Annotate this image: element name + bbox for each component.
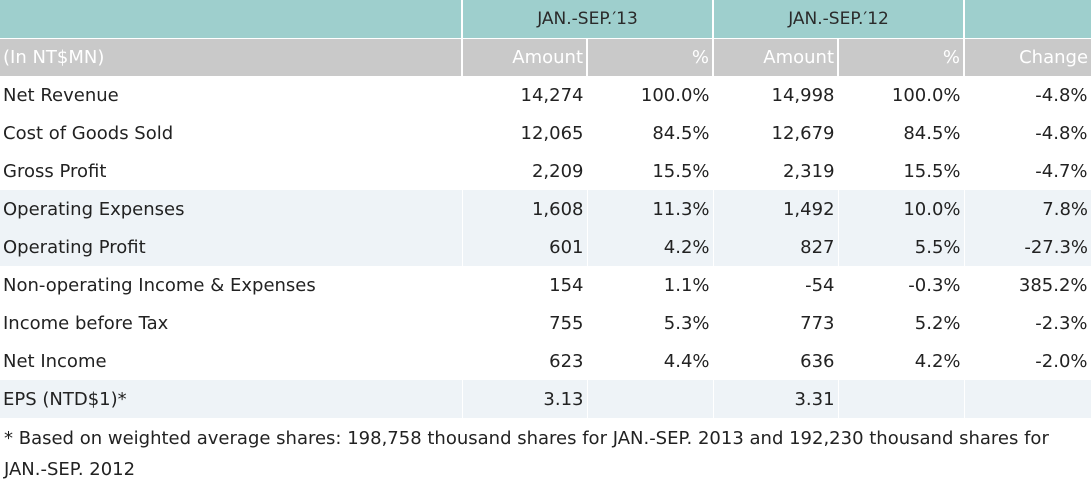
change-cell: -4.8% [964,76,1091,114]
header-blank-cell-change [964,0,1091,39]
row-label: Cost of Goods Sold [0,114,463,152]
pct-2013-cell: 5.3% [587,304,714,342]
pct-2012-cell: 5.2% [838,304,965,342]
header-blank-cell [0,0,463,39]
row-label: EPS (NTD$1)* [0,380,463,418]
period-header-2013: JAN.-SEP.′13 [462,0,715,39]
table-row: Operating Profit 601 4.2% 827 5.5% -27.3% [0,228,1091,266]
table-row: Gross Profit 2,209 15.5% 2,319 15.5% -4.7% [0,152,1091,190]
row-label: Net Income [0,342,463,380]
footnote: * Based on weighted average shares: 198,… [4,428,1049,480]
pct-2012-cell: 84.5% [838,114,965,152]
table-row: Net Income 623 4.4% 636 4.2% -2.0% [0,342,1091,380]
amount-2012-cell: 2,319 [713,152,839,190]
table-row: Operating Expenses 1,608 11.3% 1,492 10.0% 7.… [0,190,1091,228]
pct-2013-cell: 100.0% [587,76,714,114]
amount-2012-cell: 3.31 [713,380,839,418]
row-label: Income before Tax [0,304,463,342]
change-cell: 7.8% [964,190,1091,228]
amount-2013-cell: 2,209 [462,152,588,190]
amount-2012-cell: 636 [713,342,839,380]
change-cell [964,380,1091,418]
change-cell: -4.7% [964,152,1091,190]
amount-2012-cell: 773 [713,304,839,342]
row-label: Operating Profit [0,228,463,266]
amount-2013-cell: 14,274 [462,76,588,114]
change-cell: -2.3% [964,304,1091,342]
pct-2012-cell: -0.3% [838,266,965,304]
table-row: EPS (NTD$1)* 3.13 3.31 [0,380,1091,418]
change-cell: -4.8% [964,114,1091,152]
amount-2013-cell: 1,608 [462,190,588,228]
table-row: Net Revenue 14,274 100.0% 14,998 100.0% -4.8% [0,76,1091,114]
amount-2013-cell: 623 [462,342,588,380]
pct-2013-cell: 4.4% [587,342,714,380]
row-label: Non-operating Income & Expenses [0,266,463,304]
pct-2013-header: % [587,38,715,76]
row-label: Gross Profit [0,152,463,190]
amount-2012-cell: 14,998 [713,76,839,114]
amount-2012-cell: -54 [713,266,839,304]
pct-2012-cell: 10.0% [838,190,965,228]
amount-2013-cell: 601 [462,228,588,266]
pct-2012-cell: 5.5% [838,228,965,266]
row-label: Operating Expenses [0,190,463,228]
amount-2012-cell: 1,492 [713,190,839,228]
amount-2013-cell: 154 [462,266,588,304]
income-statement-table: JAN.-SEP.′13 JAN.-SEP.′12 (In NT$MN) Amo… [0,0,1091,418]
period-header-row: JAN.-SEP.′13 JAN.-SEP.′12 [0,0,1091,39]
pct-2012-cell: 15.5% [838,152,965,190]
pct-2013-cell: 4.2% [587,228,714,266]
amount-2013-cell: 755 [462,304,588,342]
table-row: Income before Tax 755 5.3% 773 5.2% -2.3% [0,304,1091,342]
column-header-row: (In NT$MN) Amount % Amount % Change [0,38,1091,76]
pct-2012-cell: 4.2% [838,342,965,380]
change-cell: -2.0% [964,342,1091,380]
pct-2013-cell: 1.1% [587,266,714,304]
pct-2013-cell: 84.5% [587,114,714,152]
period-header-2012: JAN.-SEP.′12 [713,0,966,39]
pct-2012-cell [838,380,965,418]
amount-2012-header: Amount [713,38,840,76]
pct-2013-cell: 11.3% [587,190,714,228]
change-cell: -27.3% [964,228,1091,266]
change-header: Change [964,38,1091,76]
amount-2013-header: Amount [462,38,588,76]
amount-2013-cell: 12,065 [462,114,588,152]
table-row: Cost of Goods Sold 12,065 84.5% 12,679 84.5%… [0,114,1091,152]
table-row: Non-operating Income & Expenses 154 1.1% -5… [0,266,1091,304]
pct-2013-cell [587,380,714,418]
pct-2012-cell: 100.0% [838,76,965,114]
amount-2012-cell: 12,679 [713,114,839,152]
amount-2012-cell: 827 [713,228,839,266]
pct-2012-header: % [838,38,966,76]
change-cell: 385.2% [964,266,1091,304]
row-label: Net Revenue [0,76,463,114]
unit-label: (In NT$MN) [0,38,463,76]
pct-2013-cell: 15.5% [587,152,714,190]
amount-2013-cell: 3.13 [462,380,588,418]
